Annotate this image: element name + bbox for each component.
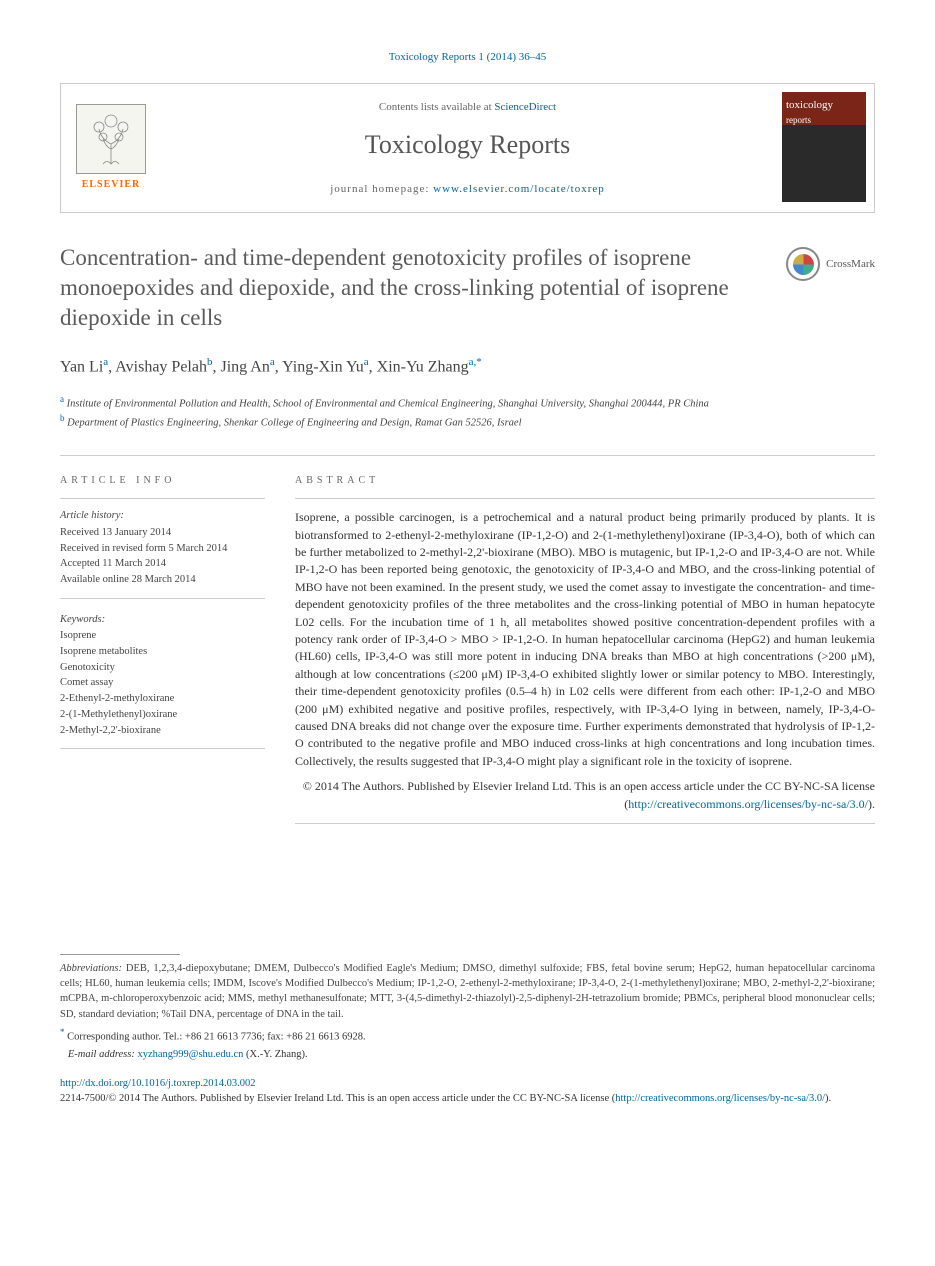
keywords-list: IsopreneIsoprene metabolitesGenotoxicity… <box>60 629 265 738</box>
history-label: Article history: <box>60 509 265 524</box>
abstract-text: Isoprene, a possible carcinogen, is a pe… <box>295 509 875 770</box>
footer-rule <box>60 954 180 955</box>
history-item: Received 13 January 2014 <box>60 526 265 541</box>
abstract-column: ABSTRACT Isoprene, a possible carcinogen… <box>295 474 875 834</box>
crossmark-badge[interactable]: CrossMark <box>786 243 875 281</box>
divider <box>295 498 875 499</box>
history-list: Received 13 January 2014Received in revi… <box>60 526 265 588</box>
article-info-column: ARTICLE INFO Article history: Received 1… <box>60 474 265 834</box>
article-info-heading: ARTICLE INFO <box>60 474 265 488</box>
header-citation: Toxicology Reports 1 (2014) 36–45 <box>60 50 875 65</box>
keyword-item: 2-(1-Methylethenyl)oxirane <box>60 708 265 723</box>
sciencedirect-link[interactable]: ScienceDirect <box>494 101 556 113</box>
email-label: E-mail address: <box>68 1049 138 1060</box>
divider <box>295 823 875 824</box>
keyword-item: 2-Ethenyl-2-methyloxirane <box>60 692 265 707</box>
homepage-prefix: journal homepage: <box>330 183 433 195</box>
keyword-item: Comet assay <box>60 676 265 691</box>
footer-section: Abbreviations: DEB, 1,2,3,4-diepoxybutan… <box>60 954 875 1106</box>
issn-suffix: ). <box>825 1093 831 1104</box>
publisher-label: ELSEVIER <box>82 178 141 192</box>
issn-license-link[interactable]: http://creativecommons.org/licenses/by-n… <box>615 1093 825 1104</box>
cover-text-top: toxicology <box>786 98 862 113</box>
crossmark-label: CrossMark <box>826 257 875 272</box>
history-item: Received in revised form 5 March 2014 <box>60 542 265 557</box>
abbrev-label: Abbreviations: <box>60 963 122 974</box>
affiliation-item: a Institute of Environmental Pollution a… <box>60 393 875 412</box>
history-item: Accepted 11 March 2014 <box>60 557 265 572</box>
contents-prefix: Contents lists available at <box>379 101 494 113</box>
keyword-item: 2-Methyl-2,2'-bioxirane <box>60 724 265 739</box>
abbrev-text: DEB, 1,2,3,4-diepoxybutane; DMEM, Dulbec… <box>60 963 875 1020</box>
issn-prefix: 2214-7500/© 2014 The Authors. Published … <box>60 1093 615 1104</box>
keyword-item: Isoprene metabolites <box>60 645 265 660</box>
journal-cover-icon: toxicology reports <box>782 92 866 202</box>
divider <box>60 748 265 749</box>
banner-center: Contents lists available at ScienceDirec… <box>161 92 774 205</box>
keyword-item: Isoprene <box>60 629 265 644</box>
divider <box>60 598 265 599</box>
page-container: Toxicology Reports 1 (2014) 36–45 ELSEVI… <box>0 0 935 1146</box>
publisher-block: ELSEVIER <box>61 84 161 212</box>
abstract-heading: ABSTRACT <box>295 474 875 488</box>
history-item: Available online 28 March 2014 <box>60 573 265 588</box>
journal-banner: ELSEVIER Contents lists available at Sci… <box>60 83 875 213</box>
article-title: Concentration- and time-dependent genoto… <box>60 243 766 333</box>
homepage-link[interactable]: www.elsevier.com/locate/toxrep <box>433 183 605 195</box>
divider <box>60 498 265 499</box>
title-row: Concentration- and time-dependent genoto… <box>60 243 875 333</box>
divider <box>60 455 875 456</box>
author-list: Yan Lia, Avishay Pelahb, Jing Ana, Ying-… <box>60 355 875 379</box>
keywords-label: Keywords: <box>60 613 265 628</box>
copyright-block: © 2014 The Authors. Published by Elsevie… <box>295 778 875 813</box>
affiliation-item: b Department of Plastics Engineering, Sh… <box>60 412 875 431</box>
crossmark-icon <box>786 247 820 281</box>
doi-block: http://dx.doi.org/10.1016/j.toxrep.2014.… <box>60 1076 875 1106</box>
copyright-close: ). <box>868 797 875 811</box>
email-line: E-mail address: xyzhang999@shu.edu.cn (X… <box>60 1047 875 1062</box>
cover-thumb-block: toxicology reports <box>774 84 874 212</box>
license-link[interactable]: http://creativecommons.org/licenses/by-n… <box>628 797 868 811</box>
homepage-line: journal homepage: www.elsevier.com/locat… <box>161 182 774 197</box>
doi-link[interactable]: http://dx.doi.org/10.1016/j.toxrep.2014.… <box>60 1078 256 1089</box>
abbreviations-block: Abbreviations: DEB, 1,2,3,4-diepoxybutan… <box>60 961 875 1022</box>
corr-text: Corresponding author. Tel.: +86 21 6613 … <box>65 1031 366 1042</box>
email-author: (X.-Y. Zhang). <box>243 1049 307 1060</box>
affiliations: a Institute of Environmental Pollution a… <box>60 393 875 432</box>
contents-available-line: Contents lists available at ScienceDirec… <box>161 100 774 115</box>
keyword-item: Genotoxicity <box>60 661 265 676</box>
elsevier-tree-icon <box>76 104 146 174</box>
corresponding-author: * Corresponding author. Tel.: +86 21 661… <box>60 1026 875 1045</box>
info-abstract-row: ARTICLE INFO Article history: Received 1… <box>60 474 875 834</box>
issn-license-line: 2214-7500/© 2014 The Authors. Published … <box>60 1091 875 1106</box>
cover-text-bottom: reports <box>786 114 862 127</box>
journal-name: Toxicology Reports <box>161 127 774 163</box>
email-link[interactable]: xyzhang999@shu.edu.cn <box>137 1049 243 1060</box>
